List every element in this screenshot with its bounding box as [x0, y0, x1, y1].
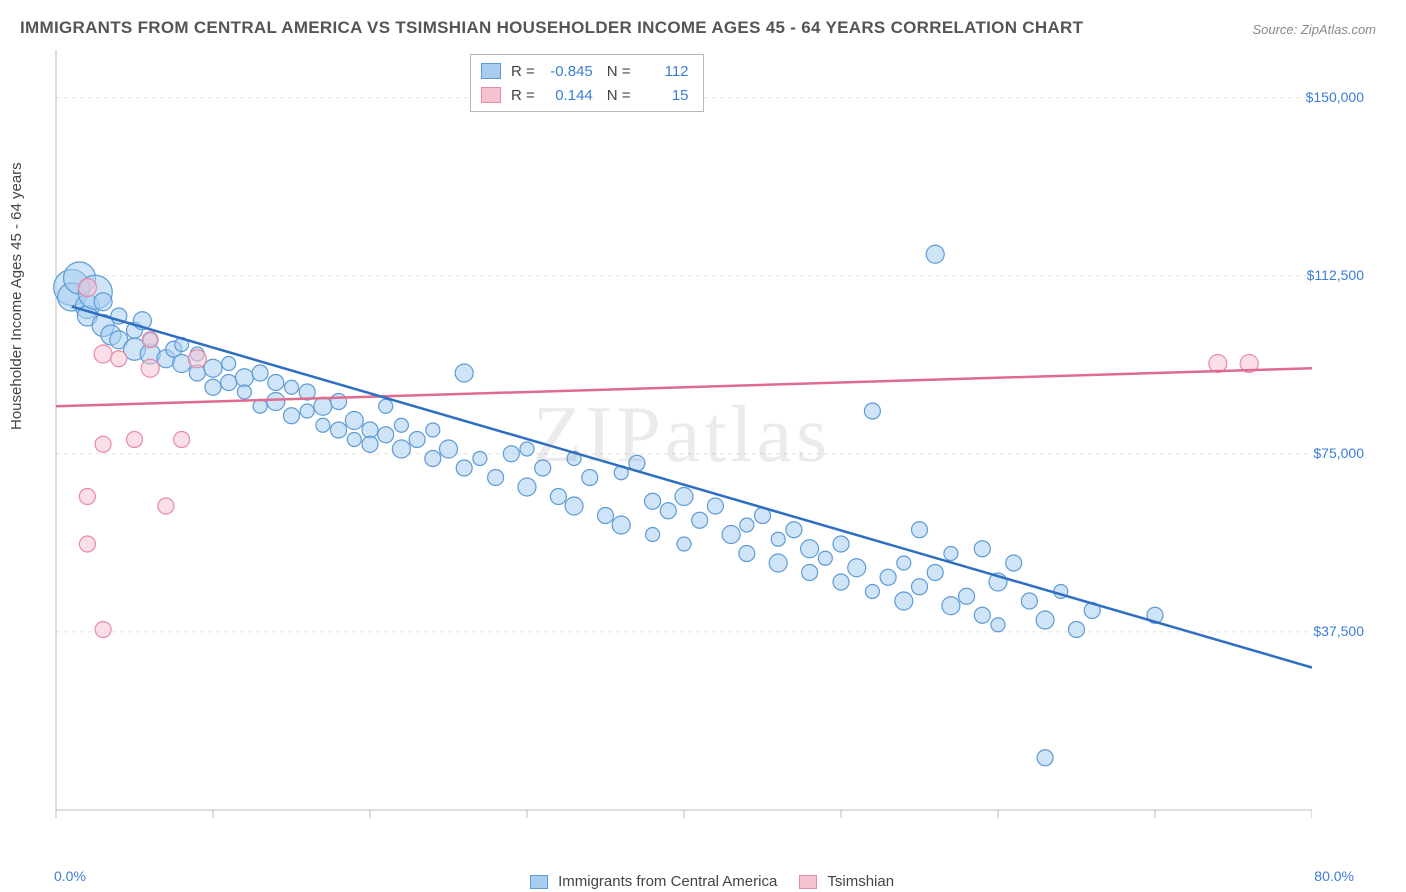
r-label: R =	[511, 63, 535, 80]
legend-label-pink: Tsimshian	[827, 873, 894, 890]
correlation-row-pink: R = 0.144 N = 15	[481, 83, 689, 107]
n-label: N =	[607, 63, 631, 80]
legend-label-blue: Immigrants from Central America	[558, 873, 777, 890]
correlation-legend: R = -0.845 N = 112 R = 0.144 N = 15	[470, 54, 704, 112]
n-value-blue: 112	[635, 63, 689, 80]
correlation-row-blue: R = -0.845 N = 112	[481, 59, 689, 83]
chart-area: ZIPatlas	[52, 50, 1312, 830]
x-axis-start: 0.0%	[54, 868, 86, 884]
y-axis-label: Householder Income Ages 45 - 64 years	[8, 162, 25, 430]
chart-title: IMMIGRANTS FROM CENTRAL AMERICA VS TSIMS…	[20, 18, 1083, 38]
swatch-pink	[481, 87, 501, 103]
swatch-blue	[530, 875, 548, 889]
y-tick-label: $75,000	[1313, 445, 1364, 461]
scatter-chart	[52, 50, 1312, 830]
r-value-blue: -0.845	[539, 63, 593, 80]
r-label: R =	[511, 87, 535, 104]
swatch-pink	[799, 875, 817, 889]
y-tick-label: $150,000	[1306, 89, 1364, 105]
n-value-pink: 15	[635, 87, 689, 104]
x-axis-end: 80.0%	[1314, 868, 1354, 884]
source-label: Source: ZipAtlas.com	[1252, 22, 1376, 37]
bottom-legend: Immigrants from Central America Tsimshia…	[0, 873, 1406, 890]
y-tick-label: $37,500	[1313, 623, 1364, 639]
y-tick-label: $112,500	[1307, 267, 1364, 283]
n-label: N =	[607, 87, 631, 104]
r-value-pink: 0.144	[539, 87, 593, 104]
swatch-blue	[481, 63, 501, 79]
